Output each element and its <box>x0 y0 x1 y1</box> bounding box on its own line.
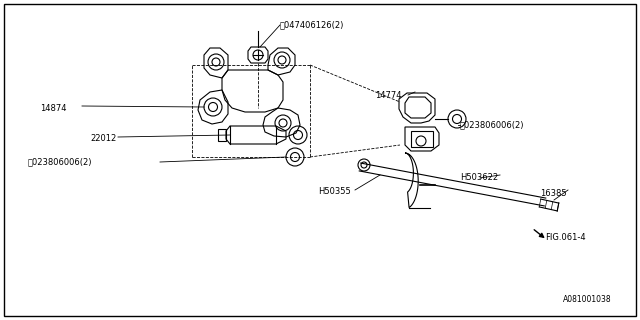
Text: H50355: H50355 <box>318 188 351 196</box>
Text: FIG.061-4: FIG.061-4 <box>545 234 586 243</box>
Text: Ⓜ047406126(2): Ⓜ047406126(2) <box>280 20 344 29</box>
Text: H503622: H503622 <box>460 172 498 181</box>
Text: Ⓝ023806006(2): Ⓝ023806006(2) <box>460 121 525 130</box>
Text: Ⓝ023806006(2): Ⓝ023806006(2) <box>28 157 93 166</box>
Text: 14774: 14774 <box>375 91 401 100</box>
Text: 14874: 14874 <box>40 103 67 113</box>
Text: 16385: 16385 <box>540 189 566 198</box>
Text: 22012: 22012 <box>90 133 116 142</box>
Text: A081001038: A081001038 <box>563 295 612 305</box>
